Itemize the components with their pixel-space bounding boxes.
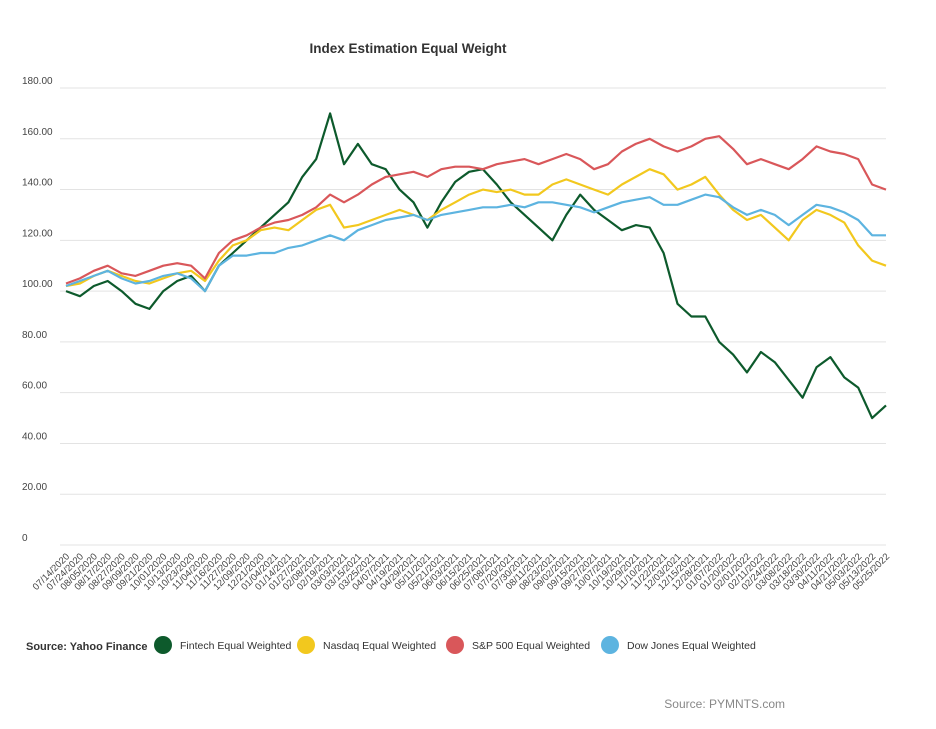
series-line <box>65 135 887 285</box>
y-tick-label: 20.00 <box>22 482 47 493</box>
y-tick-label: 60.00 <box>22 381 47 392</box>
legend-label: Dow Jones Equal Weighted <box>627 640 756 652</box>
y-tick-label: 40.00 <box>22 431 47 442</box>
y-tick-label: 180.00 <box>22 76 53 87</box>
legend-marker <box>601 636 619 654</box>
series-line <box>65 168 887 288</box>
source-note: Source: Yahoo Finance <box>26 641 147 653</box>
y-tick-label: 140.00 <box>22 178 53 189</box>
legend-marker <box>154 636 172 654</box>
legend-label: Nasdaq Equal Weighted <box>323 640 436 652</box>
legend-label: S&P 500 Equal Weighted <box>472 640 590 652</box>
chart-title: Index Estimation Equal Weight <box>309 41 507 56</box>
credit: Source: PYMNTS.com <box>664 697 785 711</box>
y-tick-label: 120.00 <box>22 228 53 239</box>
y-tick-label: 160.00 <box>22 127 53 138</box>
y-tick-label: 0 <box>22 533 28 544</box>
legend-marker <box>297 636 315 654</box>
legend-label: Fintech Equal Weighted <box>180 640 291 652</box>
legend-marker <box>446 636 464 654</box>
y-tick-label: 100.00 <box>22 279 53 290</box>
series-line <box>65 193 886 293</box>
y-tick-label: 80.00 <box>22 330 47 341</box>
